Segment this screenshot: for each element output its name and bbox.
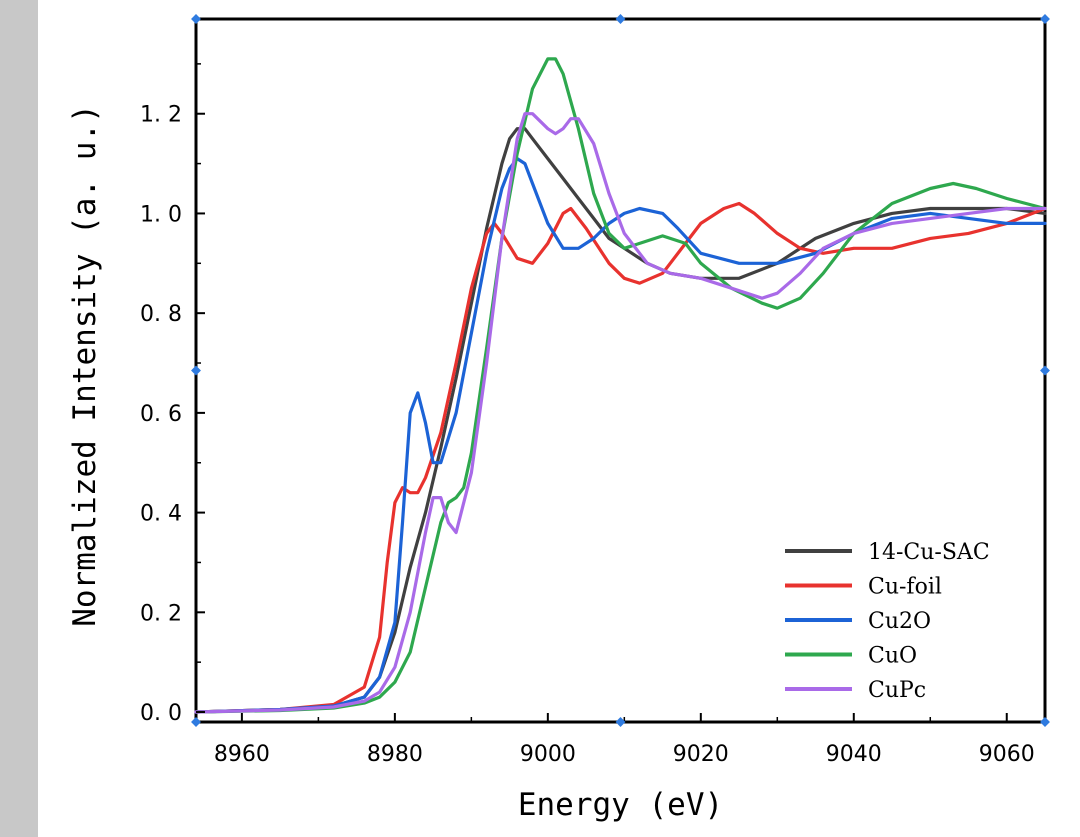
y-tick-label: 0. 2 bbox=[140, 601, 182, 626]
legend: 14-Cu-SAC Cu-foil Cu2O CuO CuPc bbox=[785, 540, 990, 703]
frame-handle bbox=[191, 14, 201, 24]
series-line-cu-foil bbox=[194, 201, 1047, 714]
y-tick-label: 1. 0 bbox=[140, 202, 182, 227]
legend-label: 14-Cu-SAC bbox=[868, 540, 990, 565]
legend-label: Cu2O bbox=[868, 609, 931, 634]
x-axis: 8960 8980 9000 9020 9040 9060 bbox=[214, 713, 1035, 767]
x-tick-label: 8960 bbox=[214, 742, 270, 767]
frame-handles bbox=[191, 14, 1050, 727]
frame-handle bbox=[191, 365, 201, 376]
frame-handle bbox=[1040, 14, 1050, 24]
curves-layer bbox=[194, 57, 1047, 714]
x-tick-label: 9040 bbox=[826, 742, 882, 767]
series-line-14-cu-sac bbox=[194, 127, 1047, 714]
frame-handle bbox=[615, 14, 626, 24]
x-tick-label: 9060 bbox=[979, 742, 1035, 767]
series-line-cu2o bbox=[194, 157, 1047, 714]
legend-label: CuPc bbox=[868, 678, 926, 703]
x-tick-label: 9020 bbox=[673, 742, 729, 767]
y-axis: 0. 0 0. 2 0. 4 0. 6 0. 8 1. 0 1. 2 bbox=[140, 63, 205, 726]
series-line-cuo bbox=[194, 57, 1047, 714]
y-tick-label: 1. 2 bbox=[140, 103, 182, 128]
y-tick-label: 0. 6 bbox=[140, 402, 182, 427]
left-gray-bar bbox=[0, 0, 38, 837]
legend-label: Cu-foil bbox=[868, 575, 942, 600]
frame-handle bbox=[191, 717, 201, 727]
y-tick-label: 0. 8 bbox=[140, 302, 182, 327]
x-tick-label: 9000 bbox=[520, 742, 576, 767]
legend-label: CuO bbox=[868, 644, 917, 669]
frame-handle bbox=[615, 717, 626, 727]
x-tick-label: 8980 bbox=[367, 742, 423, 767]
y-tick-label: 0. 0 bbox=[140, 701, 182, 726]
y-axis-title: Normalized Intensity (a. u.) bbox=[67, 104, 103, 627]
y-tick-label: 0. 4 bbox=[140, 502, 182, 527]
frame-handle bbox=[1040, 717, 1050, 727]
frame-handle bbox=[1040, 365, 1050, 376]
x-axis-title: Energy (eV) bbox=[518, 787, 723, 823]
series-line-cupc bbox=[194, 112, 1047, 714]
